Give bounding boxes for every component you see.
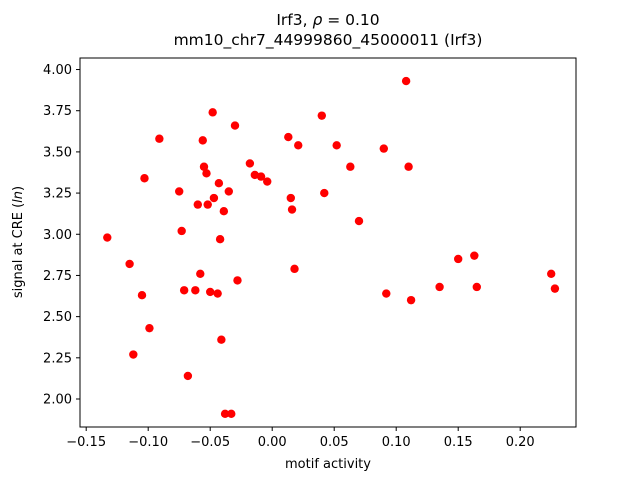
scatter-points	[103, 76, 560, 419]
y-tick-label: 2.00	[43, 392, 72, 407]
data-point	[454, 254, 463, 264]
y-tick-label: 3.25	[43, 187, 72, 202]
data-point	[245, 159, 255, 168]
data-point	[145, 323, 154, 333]
chart-title-line2: mm10_chr7_44999860_45000011 (Irf3)	[174, 31, 483, 50]
data-point	[320, 188, 329, 198]
data-point	[198, 136, 207, 145]
data-point	[208, 108, 217, 117]
data-point	[220, 409, 230, 419]
x-tick-label: −0.10	[128, 435, 168, 450]
data-point	[256, 172, 266, 181]
x-axis-label: motif activity	[285, 457, 371, 472]
data-point	[215, 235, 225, 244]
y-axis-label: signal at CRE (ln)	[11, 186, 26, 298]
data-point	[103, 233, 112, 242]
data-point	[213, 289, 222, 298]
data-point	[199, 162, 209, 171]
data-point	[219, 207, 229, 216]
data-point	[550, 284, 560, 293]
data-point	[406, 295, 416, 305]
data-point	[317, 111, 326, 120]
data-point	[404, 162, 413, 171]
data-point	[354, 216, 364, 226]
data-point	[472, 282, 481, 292]
data-point	[294, 141, 303, 150]
data-point	[435, 282, 444, 292]
data-point	[183, 371, 193, 381]
data-point	[196, 269, 205, 278]
data-point	[202, 169, 211, 178]
y-axis-ticks: 2.00 2.25 2.50 2.75 3.00 3.25 3.50 3.75 4.00	[43, 63, 80, 407]
x-tick-label: 0.10	[382, 435, 411, 450]
chart-title-line1: Irf3, ρ = 0.10	[276, 11, 379, 29]
data-point	[230, 121, 240, 130]
data-point	[379, 144, 388, 153]
y-tick-label: 2.25	[43, 351, 72, 366]
data-point	[206, 287, 215, 297]
data-point	[233, 276, 242, 285]
data-point	[193, 200, 202, 209]
data-point	[177, 226, 186, 236]
data-point	[287, 205, 297, 214]
data-point	[224, 187, 233, 196]
data-point	[209, 193, 219, 203]
x-tick-label: 0.00	[258, 435, 287, 450]
data-point	[332, 141, 341, 150]
x-axis-ticks: −0.15 −0.10 −0.05 0.00 0.05 0.10 0.15 0.20	[66, 427, 535, 450]
data-point	[155, 134, 164, 143]
data-point	[203, 200, 212, 209]
data-point	[346, 162, 355, 171]
y-tick-label: 3.00	[43, 228, 72, 243]
x-tick-label: 0.20	[506, 435, 535, 450]
x-tick-label: 0.15	[444, 435, 473, 450]
plot-border	[79, 57, 577, 428]
data-point	[179, 286, 189, 295]
data-point	[401, 76, 411, 86]
x-tick-label: 0.05	[320, 435, 349, 450]
data-point	[125, 259, 134, 269]
x-tick-label: −0.15	[66, 435, 106, 450]
y-tick-label: 4.00	[43, 63, 72, 78]
x-tick-label: −0.05	[190, 435, 230, 450]
data-point	[470, 251, 479, 260]
data-point	[214, 178, 224, 188]
y-tick-label: 2.50	[43, 310, 72, 325]
data-point	[263, 177, 272, 186]
data-point	[382, 289, 391, 298]
data-point	[290, 264, 299, 274]
y-tick-label: 2.75	[43, 269, 72, 284]
data-point	[140, 174, 149, 183]
data-point	[217, 335, 226, 344]
data-point	[227, 409, 236, 419]
data-point	[284, 132, 293, 142]
data-point	[191, 286, 200, 295]
y-tick-label: 3.75	[43, 104, 72, 119]
y-tick-label: 3.50	[43, 145, 72, 160]
data-point	[547, 269, 556, 278]
data-point	[286, 193, 295, 203]
data-point	[175, 187, 184, 196]
data-point	[137, 291, 147, 300]
data-point	[129, 350, 138, 359]
